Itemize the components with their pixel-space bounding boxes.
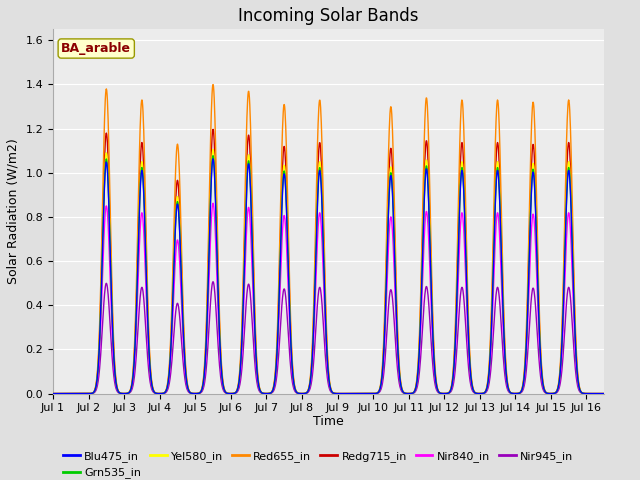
Legend: Blu475_in, Grn535_in, Yel580_in, Red655_in, Redg715_in, Nir840_in, Nir945_in: Blu475_in, Grn535_in, Yel580_in, Red655_… (58, 446, 578, 480)
Y-axis label: Solar Radiation (W/m2): Solar Radiation (W/m2) (7, 139, 20, 284)
Title: Incoming Solar Bands: Incoming Solar Bands (238, 7, 419, 25)
Text: BA_arable: BA_arable (61, 42, 131, 55)
X-axis label: Time: Time (313, 415, 344, 428)
